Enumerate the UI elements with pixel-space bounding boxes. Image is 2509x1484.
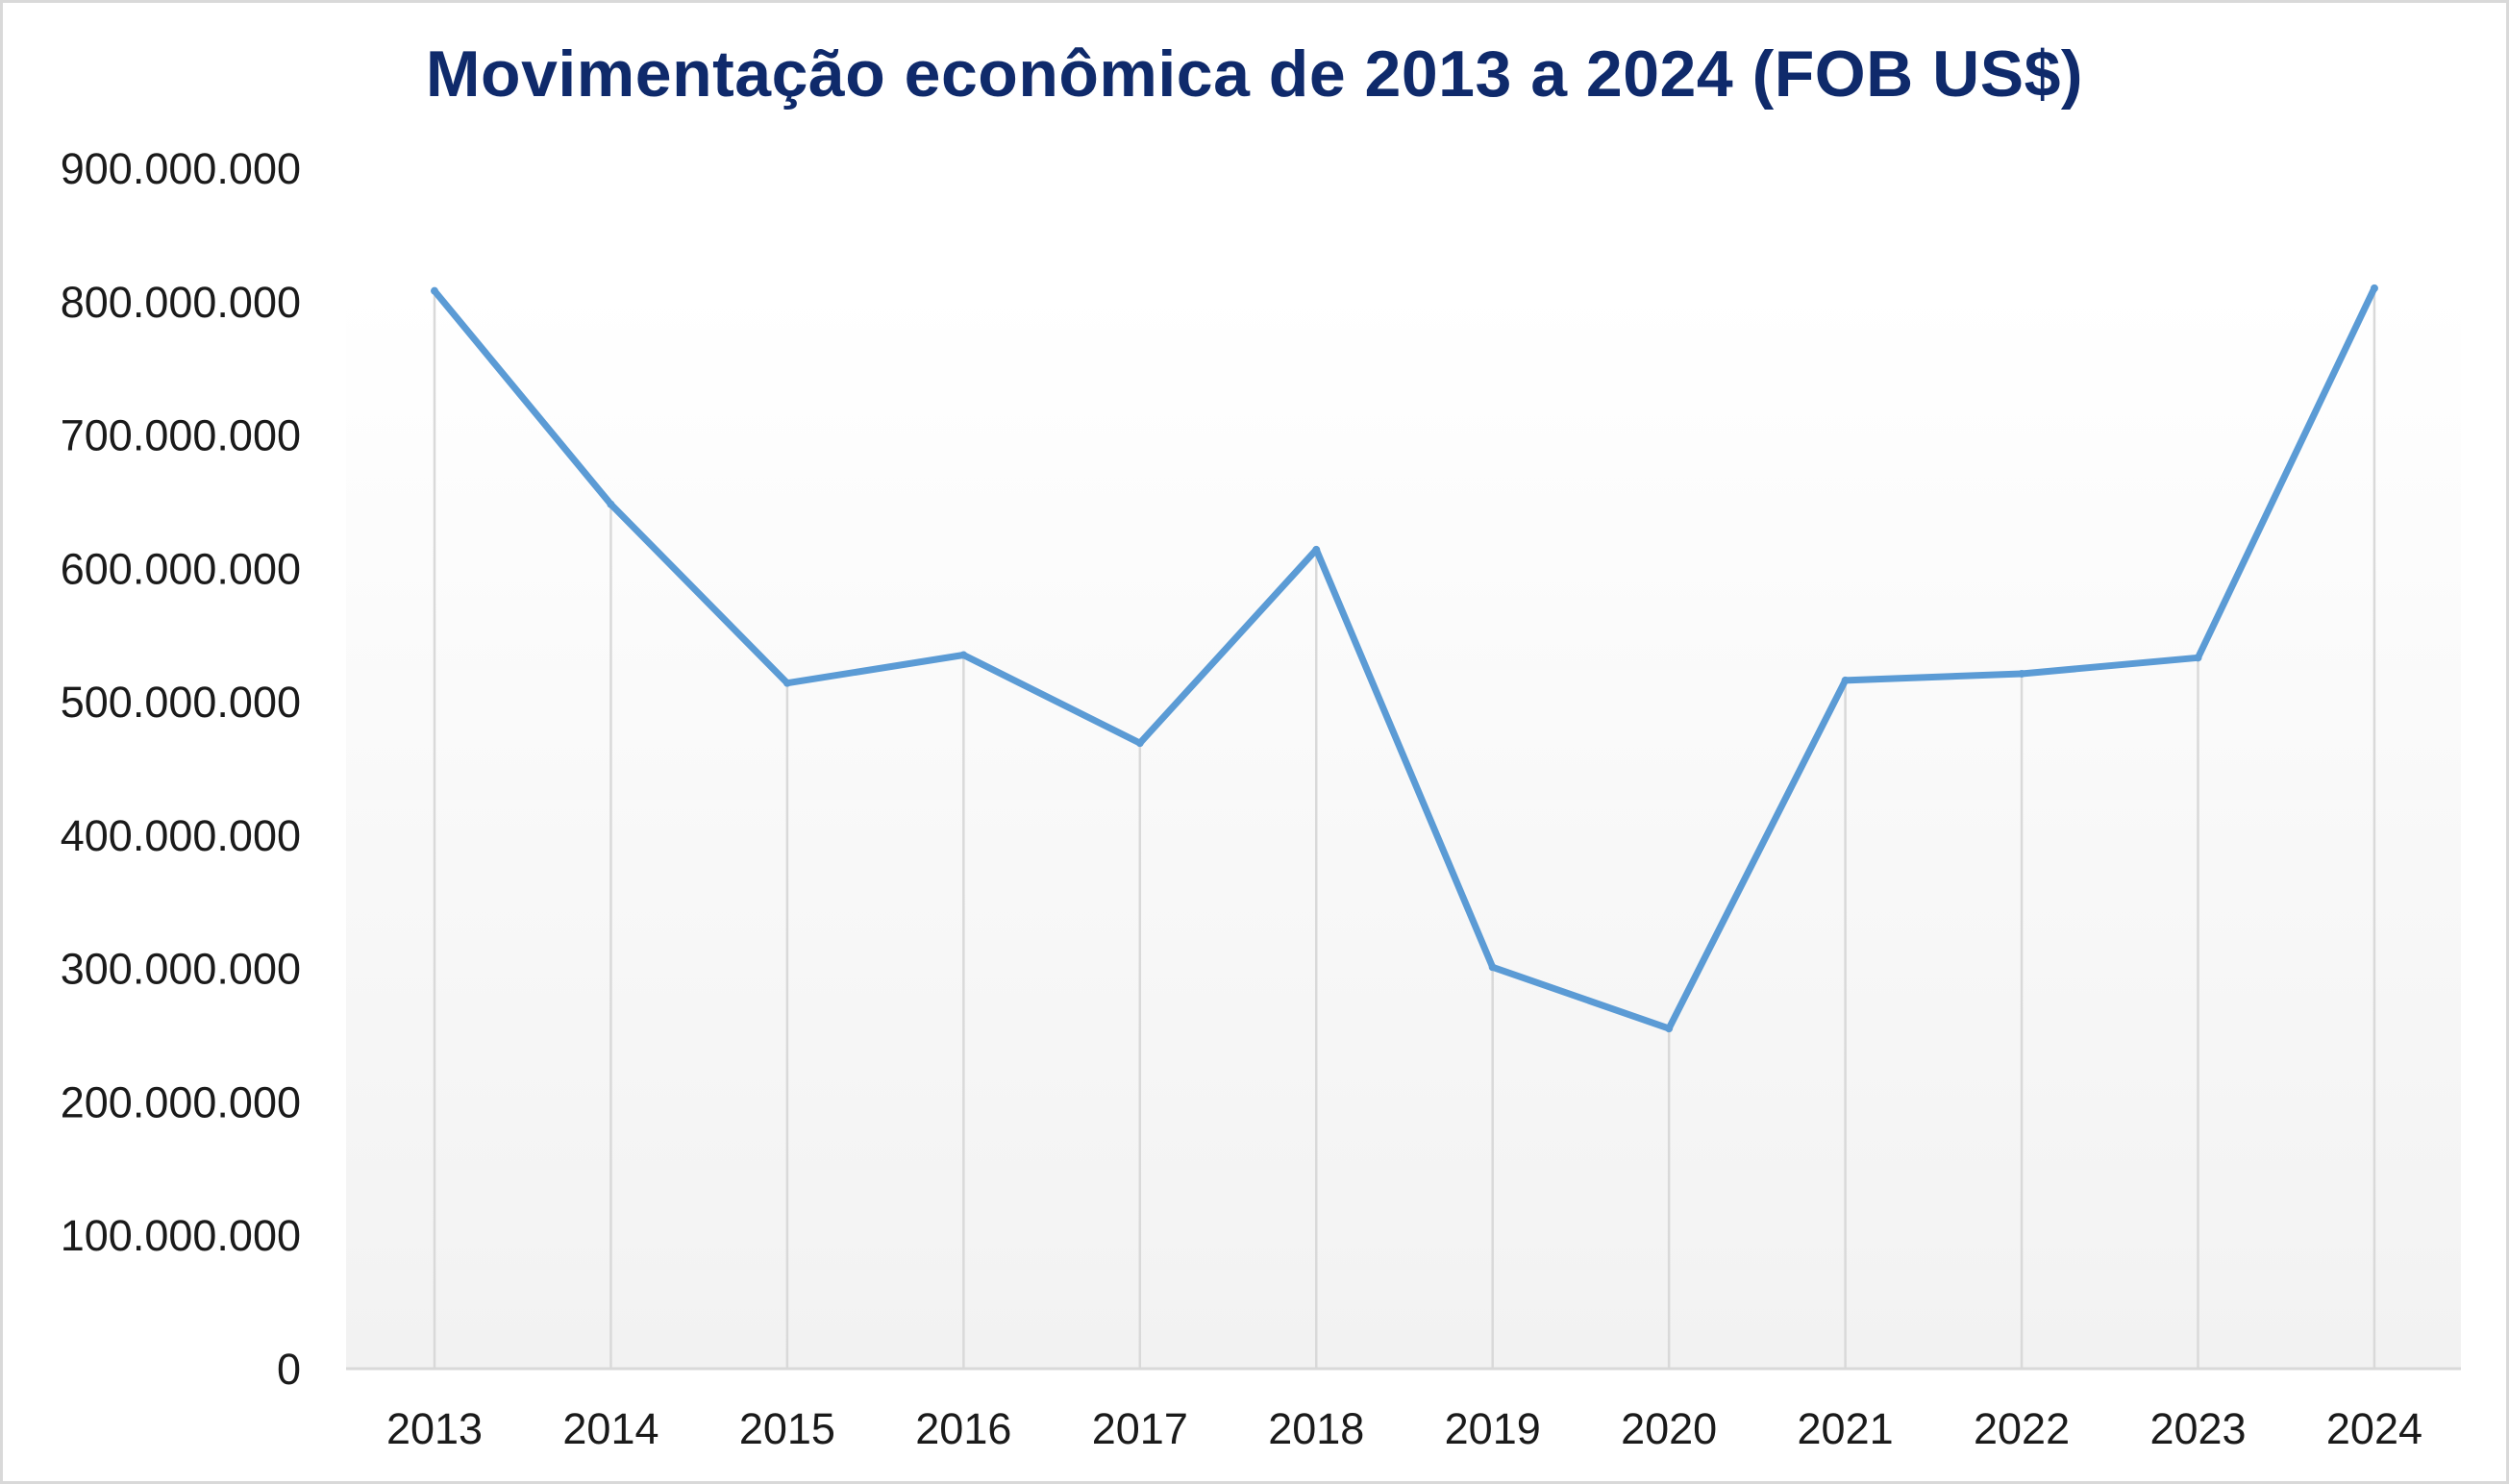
y-tick-label: 100.000.000 xyxy=(61,1211,301,1260)
x-tick-label: 2018 xyxy=(1268,1404,1364,1453)
series-line xyxy=(431,284,2378,1032)
x-tick-label: 2014 xyxy=(562,1404,658,1453)
data-point xyxy=(1665,1025,1674,1033)
x-tick-label: 2021 xyxy=(1798,1404,1894,1453)
data-point xyxy=(959,651,968,659)
drop-lines xyxy=(433,287,2376,1369)
y-axis-tick-labels: 0 100.000.000 200.000.000 300.000.000 400.00… xyxy=(61,144,301,1394)
plot-area xyxy=(346,288,2461,1370)
data-point xyxy=(783,679,791,687)
data-point xyxy=(2194,654,2202,662)
x-tick-label: 2022 xyxy=(1974,1404,2070,1453)
y-tick-label: 700.000.000 xyxy=(61,411,301,460)
x-axis-tick-labels: 2013 2014 2015 2016 2017 2018 2019 2020 2021 2022… xyxy=(386,1404,2422,1453)
y-tick-label: 300.000.000 xyxy=(61,945,301,994)
y-tick-label: 400.000.000 xyxy=(61,811,301,860)
data-point xyxy=(431,286,438,295)
y-tick-label: 0 xyxy=(277,1345,301,1394)
y-tick-label: 600.000.000 xyxy=(61,544,301,593)
y-tick-label: 200.000.000 xyxy=(61,1077,301,1126)
y-tick-label: 800.000.000 xyxy=(61,278,301,327)
x-tick-label: 2020 xyxy=(1621,1404,1717,1453)
x-tick-label: 2019 xyxy=(1445,1404,1541,1453)
data-points xyxy=(431,284,2378,1033)
y-tick-label: 900.000.000 xyxy=(61,144,301,193)
x-tick-label: 2016 xyxy=(915,1404,1011,1453)
data-point xyxy=(1488,963,1497,972)
chart-title: Movimentação econômica de 2013 a 2024 (F… xyxy=(425,37,2084,111)
data-point xyxy=(1312,545,1321,554)
x-tick-label: 2024 xyxy=(2326,1404,2422,1453)
x-tick-label: 2017 xyxy=(1092,1404,1188,1453)
x-tick-label: 2015 xyxy=(739,1404,835,1453)
x-tick-label: 2013 xyxy=(386,1404,483,1453)
data-point xyxy=(1841,676,1850,684)
x-tick-label: 2023 xyxy=(2149,1404,2246,1453)
data-point xyxy=(2370,284,2378,292)
data-point xyxy=(1135,739,1144,748)
y-tick-label: 500.000.000 xyxy=(61,678,301,727)
data-point xyxy=(2018,669,2026,678)
data-point xyxy=(607,500,615,508)
